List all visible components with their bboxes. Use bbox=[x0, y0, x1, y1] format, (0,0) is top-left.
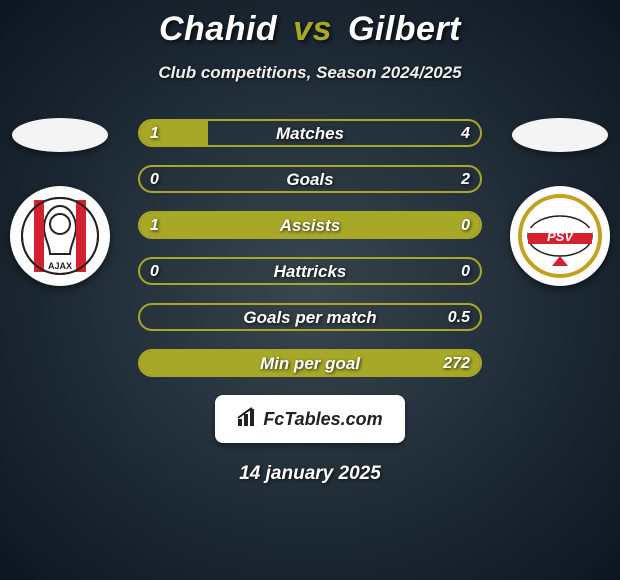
stat-row: 00Hattricks bbox=[138, 257, 482, 285]
stat-label: Goals bbox=[140, 167, 480, 191]
stat-row: 272Min per goal bbox=[138, 349, 482, 377]
player-left-slot: AJAX bbox=[0, 118, 120, 286]
stat-row: 14Matches bbox=[138, 119, 482, 147]
stat-label: Matches bbox=[140, 121, 480, 145]
subtitle: Club competitions, Season 2024/2025 bbox=[0, 63, 620, 83]
stat-row: 0.5Goals per match bbox=[138, 303, 482, 331]
chart-icon bbox=[237, 407, 259, 432]
svg-text:PSV: PSV bbox=[547, 229, 574, 244]
stat-label: Min per goal bbox=[140, 351, 480, 375]
stat-row: 10Assists bbox=[138, 211, 482, 239]
player1-name: Chahid bbox=[159, 10, 277, 48]
player-left-silhouette bbox=[12, 118, 108, 152]
stat-label: Assists bbox=[140, 213, 480, 237]
player-right-slot: PSV bbox=[500, 118, 620, 286]
club-crest-left: AJAX bbox=[10, 186, 110, 286]
psv-crest-icon: PSV bbox=[518, 194, 602, 278]
stat-label: Hattricks bbox=[140, 259, 480, 283]
ajax-crest-icon: AJAX bbox=[18, 194, 102, 278]
club-crest-right: PSV bbox=[510, 186, 610, 286]
svg-text:AJAX: AJAX bbox=[48, 261, 72, 271]
stats-container: 14Matches 02Goals 10Assists 00Hattricks 0.5G… bbox=[138, 119, 482, 377]
comparison-title: Chahid vs Gilbert bbox=[0, 0, 620, 49]
fctables-text: FcTables.com bbox=[263, 409, 382, 430]
date-text: 14 january 2025 bbox=[0, 463, 620, 485]
player2-name: Gilbert bbox=[348, 10, 461, 48]
stat-label: Goals per match bbox=[140, 305, 480, 329]
vs-text: vs bbox=[293, 10, 332, 48]
stat-row: 02Goals bbox=[138, 165, 482, 193]
fctables-badge: FcTables.com bbox=[215, 395, 405, 443]
player-right-silhouette bbox=[512, 118, 608, 152]
